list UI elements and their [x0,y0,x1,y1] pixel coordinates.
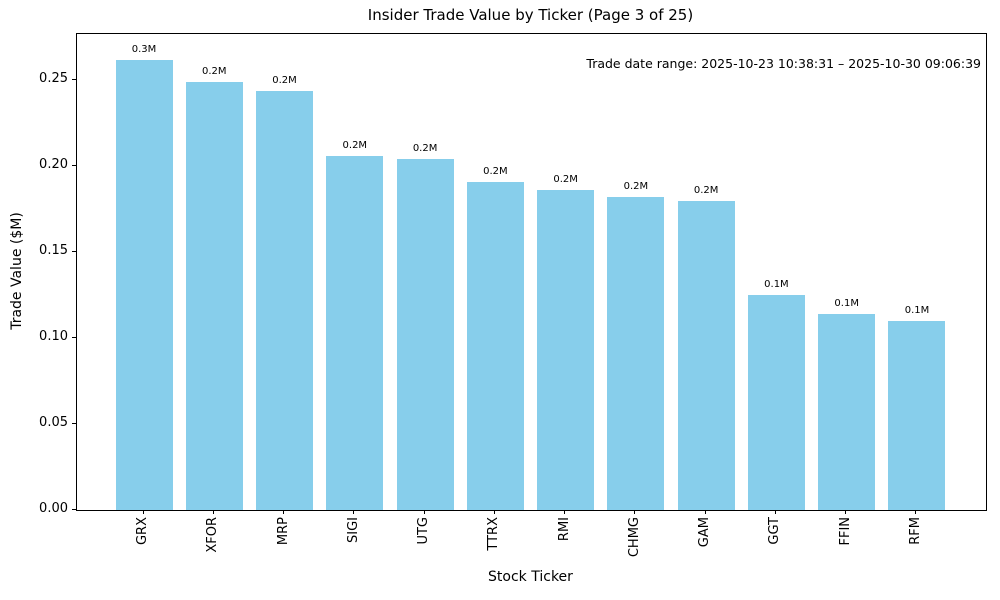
x-tick-label: MRP [275,517,291,546]
x-tick-mark [564,510,566,514]
x-tick-label: GGT [767,517,783,545]
bar-RMI [537,190,595,510]
bar-value-label: 0.2M [342,140,368,152]
x-tick-mark [353,510,355,514]
bar-value-label: 0.2M [553,174,578,186]
x-tick-mark [845,510,847,514]
x-tick-label: XFOR [205,517,221,553]
bar-value-label: 0.2M [693,184,719,196]
y-tick-label: 0.25 [39,71,68,87]
bar-value-label: 0.2M [623,181,649,193]
bar-value-label: 0.2M [412,143,438,155]
chart-title: Insider Trade Value by Ticker (Page 3 of… [367,6,694,24]
y-tick-mark [72,250,76,252]
y-tick-label: 0.15 [39,243,68,259]
bar-XFOR [185,82,243,510]
bar-GRX [115,59,173,510]
x-tick-mark [634,510,636,514]
x-tick-label: FFIN [837,517,853,546]
x-tick-mark [283,510,285,514]
bar-value-label: 0.3M [131,43,157,55]
bar-value-label: 0.2M [483,165,508,177]
y-tick-mark [72,508,76,510]
y-tick-mark [72,422,76,424]
y-tick-mark [72,78,76,80]
bar-value-label: 0.2M [272,74,297,86]
bar-UTG [396,159,454,510]
bar-value-label: 0.1M [904,304,930,316]
x-tick-label: RFM [907,517,923,545]
x-tick-mark [212,510,214,514]
x-tick-label: TTRX [486,517,502,551]
bar-TTRX [466,181,524,510]
y-tick-mark [72,336,76,338]
y-tick-label: 0.00 [39,501,68,516]
x-tick-mark [493,510,495,514]
x-tick-label: GAM [697,517,713,548]
x-tick-label: RMI [556,517,572,542]
bar-SIGI [326,156,384,510]
x-tick-label: SIGI [345,517,361,543]
bar-value-label: 0.2M [202,66,227,78]
y-tick-label: 0.10 [39,329,68,345]
x-tick-mark [704,510,706,514]
bar-GAM [677,200,735,510]
y-axis-label: Trade Value ($M) [9,212,25,330]
bar-FFIN [818,314,876,510]
x-tick-mark [915,510,917,514]
y-tick-label: 0.05 [39,415,68,431]
x-tick-label: UTG [416,517,432,545]
bar-value-label: 0.1M [834,298,859,310]
y-tick-mark [72,164,76,166]
bar-MRP [256,90,314,510]
x-tick-label: CHMG [626,517,642,558]
x-tick-mark [423,510,425,514]
bar-CHMG [607,197,665,510]
x-axis-label: Stock Ticker [488,569,573,585]
y-tick-label: 0.20 [39,157,68,173]
plot-area: Trade date range: 2025-10-23 10:38:31 – … [76,33,987,511]
bar-RFM [888,320,946,510]
bar-GGT [747,295,805,510]
annotation-date-range: Trade date range: 2025-10-23 10:38:31 – … [586,56,981,71]
x-tick-label: GRX [135,517,150,546]
bar-value-label: 0.1M [764,279,789,291]
x-tick-mark [774,510,776,514]
x-tick-mark [142,510,144,514]
